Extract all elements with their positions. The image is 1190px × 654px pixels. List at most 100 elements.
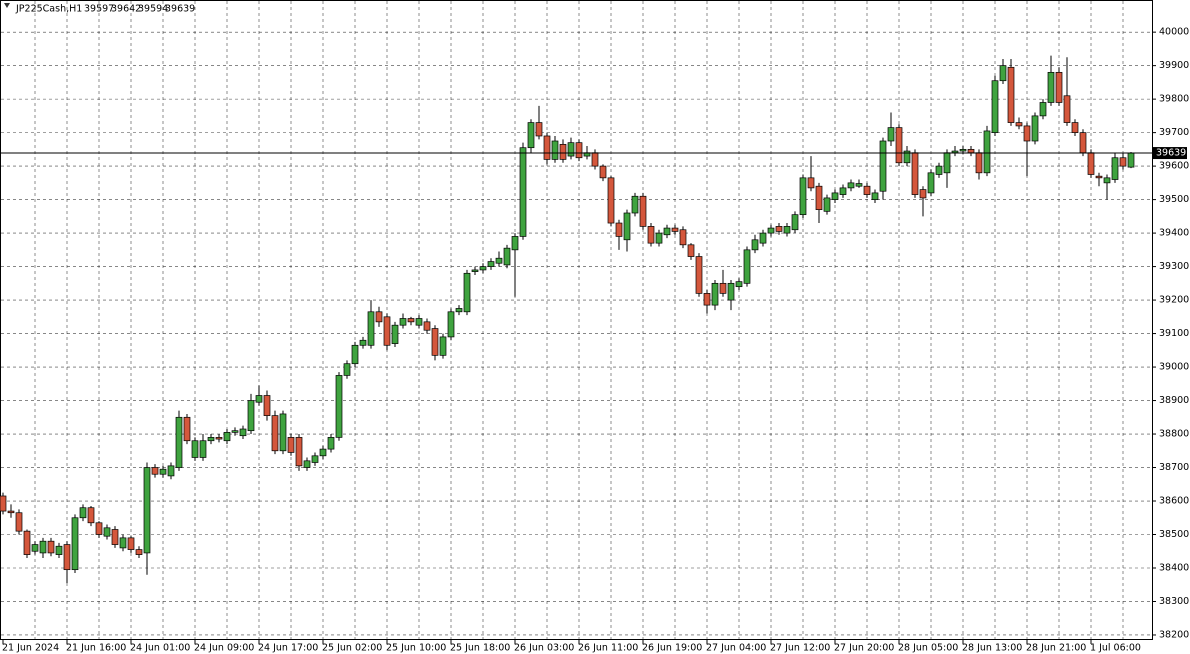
candle-body: [535, 122, 543, 137]
candle-body: [135, 549, 143, 555]
y-tick-label: 38600: [1159, 496, 1189, 507]
candle-body: [271, 415, 279, 452]
candle-body: [639, 195, 647, 227]
candle-body: [607, 177, 615, 224]
y-tick-label: 39400: [1159, 228, 1189, 239]
x-tick-label: 27 Jun 04:00: [706, 643, 766, 654]
candle-body: [527, 122, 535, 149]
candle-body: [1103, 177, 1111, 184]
x-tick-label: 28 Jun 05:00: [898, 643, 958, 654]
candle-body: [1015, 122, 1023, 127]
candle-body: [47, 540, 55, 554]
candle-body: [871, 192, 879, 200]
candle-body: [375, 311, 383, 323]
candle-body: [479, 266, 487, 271]
candle-body: [455, 308, 463, 313]
candle-body: [591, 152, 599, 167]
candle-body: [111, 529, 119, 545]
candle-body: [7, 510, 15, 514]
candle-body: [319, 448, 327, 457]
candle-body: [567, 142, 575, 157]
candle-body: [247, 400, 255, 432]
candle-body: [407, 318, 415, 323]
candle-body: [839, 187, 847, 195]
candle-body: [439, 336, 447, 356]
candle-body: [223, 432, 231, 442]
candle-body: [399, 318, 407, 326]
candle-body: [807, 177, 815, 189]
candle-body: [1111, 157, 1119, 180]
candle-body: [655, 232, 663, 244]
candle-body: [543, 135, 551, 160]
y-tick-label: 39500: [1159, 194, 1189, 205]
candle-body: [327, 437, 335, 450]
candle-body: [927, 172, 935, 194]
candle-body: [0, 495, 7, 512]
candle-body: [1007, 66, 1015, 123]
y-tick-label: 39600: [1159, 161, 1189, 172]
candle-body: [663, 227, 671, 236]
y-tick-label: 40000: [1159, 27, 1189, 38]
candle-body: [1055, 71, 1063, 103]
y-tick-label: 39000: [1159, 362, 1189, 373]
candle-body: [815, 185, 823, 210]
candle-body: [1119, 157, 1127, 167]
candle-body: [159, 468, 167, 475]
candle-body: [351, 344, 359, 365]
candle-body: [31, 544, 39, 552]
candle-body: [447, 311, 455, 338]
candle-body: [487, 261, 495, 267]
candle-body: [23, 530, 31, 555]
candle-body: [967, 149, 975, 154]
candle-body: [15, 512, 23, 532]
candle-body: [887, 127, 895, 142]
candle-body: [727, 282, 735, 301]
candle-body: [647, 226, 655, 244]
candle-body: [767, 227, 775, 234]
plot-frame: [0, 0, 1153, 640]
x-tick-label: 27 Jun 20:00: [834, 643, 894, 654]
candle-body: [495, 257, 503, 264]
candle-body: [231, 430, 239, 433]
candle-body: [1047, 71, 1055, 103]
candle-body: [991, 80, 999, 133]
candle-body: [335, 375, 343, 438]
candle-body: [367, 311, 375, 346]
candle-body: [39, 540, 47, 554]
candle-body: [191, 440, 199, 458]
candle-body: [911, 152, 919, 195]
candle-body: [103, 527, 111, 537]
candle-body: [119, 537, 127, 549]
x-tick-label: 21 Jun 16:00: [66, 643, 126, 654]
candle-body: [679, 229, 687, 246]
x-tick-label: 26 Jun 19:00: [642, 643, 702, 654]
candle-body: [791, 214, 799, 231]
candle-body: [711, 282, 719, 306]
x-tick-label: 25 Jun 18:00: [450, 643, 510, 654]
y-tick-label: 38900: [1159, 395, 1189, 406]
x-tick-label: 24 Jun 09:00: [194, 643, 254, 654]
x-tick-label: 26 Jun 11:00: [578, 643, 638, 654]
candle-body: [143, 467, 151, 554]
candle-body: [935, 165, 943, 175]
candle-body: [183, 416, 191, 442]
x-tick-label: 25 Jun 02:00: [322, 643, 382, 654]
candle-body: [759, 232, 767, 244]
candle-body: [879, 140, 887, 192]
x-tick-label: 24 Jun 17:00: [258, 643, 318, 654]
candle-body: [391, 324, 399, 344]
candle-body: [895, 127, 903, 164]
x-tick-label: 28 Jun 13:00: [962, 643, 1022, 654]
candle-body: [615, 222, 623, 237]
candle-body: [207, 437, 215, 442]
candle-body: [127, 537, 135, 550]
candle-body: [1039, 102, 1047, 117]
last-price-box: [1153, 147, 1187, 160]
y-tick-label: 39700: [1159, 127, 1189, 138]
candle-body: [87, 507, 95, 524]
candle-body: [471, 269, 479, 272]
x-tick-label: 26 Jun 03:00: [514, 643, 574, 654]
candle-body: [983, 130, 991, 174]
